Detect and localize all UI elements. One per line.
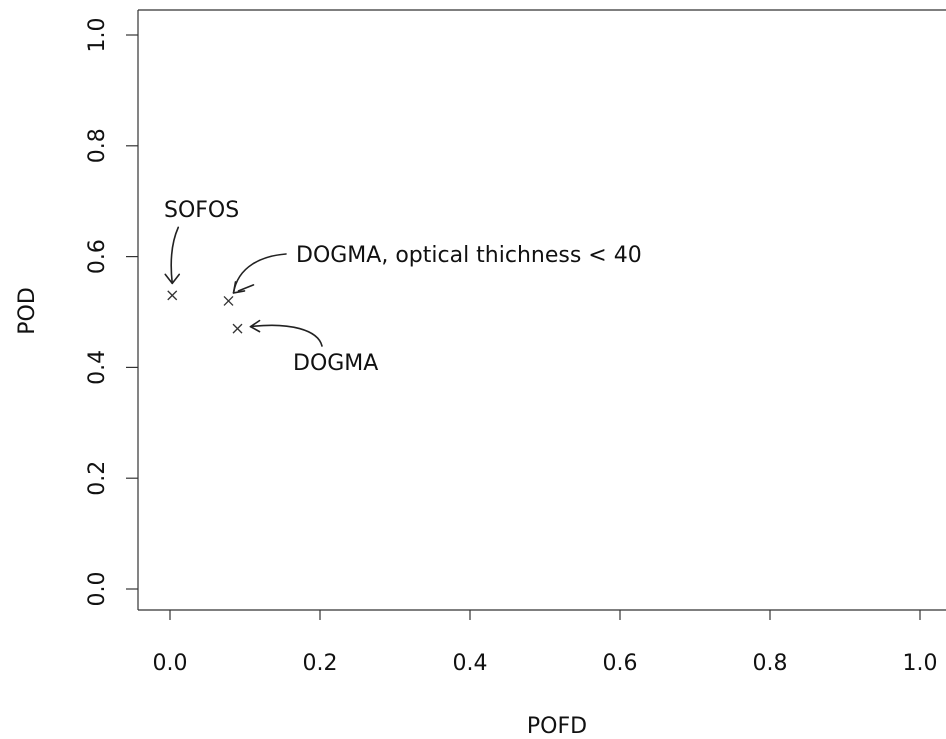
x-tick-label: 0.8 [753, 651, 788, 676]
axes [137, 9, 946, 611]
y-tick-label: 1.0 [85, 18, 110, 53]
annotation-arrow [249, 324, 323, 347]
annotation-label: DOGMA [293, 351, 378, 376]
y-tick-label: 0.2 [85, 461, 110, 496]
y-tick-label: 0.8 [85, 128, 110, 163]
arrowhead [249, 319, 261, 333]
y-tick-label: 0.6 [85, 239, 110, 274]
data-point [223, 295, 234, 306]
arrowhead [164, 273, 181, 285]
x-axis-ticks: 0.0 0.2 0.4 0.6 0.8 1.0 [153, 610, 938, 676]
arrow-flourish [237, 284, 255, 292]
x-tick-label: 0.0 [153, 651, 188, 676]
x-axis-label: POFD [527, 714, 587, 739]
annotation-label: DOGMA, optical thichness < 40 [296, 243, 642, 268]
x-tick-label: 1.0 [903, 651, 938, 676]
data-point [232, 323, 243, 334]
arrowhead [232, 281, 246, 294]
x-tick-label: 0.4 [453, 651, 488, 676]
x-tick-label: 0.6 [603, 651, 638, 676]
annotation-label: SOFOS [164, 198, 239, 223]
data-points [167, 290, 243, 334]
annotations: SOFOS DOGMA, optical thichness < 40 DOGMA [164, 198, 642, 376]
y-axis-label: POD [15, 287, 40, 335]
y-tick-label: 0.4 [85, 350, 110, 385]
annotation-arrow [170, 226, 180, 285]
y-axis-ticks: 0.0 0.2 0.4 0.6 0.8 1.0 [85, 18, 138, 607]
y-tick-label: 0.0 [85, 572, 110, 607]
data-point [167, 290, 178, 301]
x-tick-label: 0.2 [303, 651, 338, 676]
annotation-arrow [232, 253, 287, 294]
